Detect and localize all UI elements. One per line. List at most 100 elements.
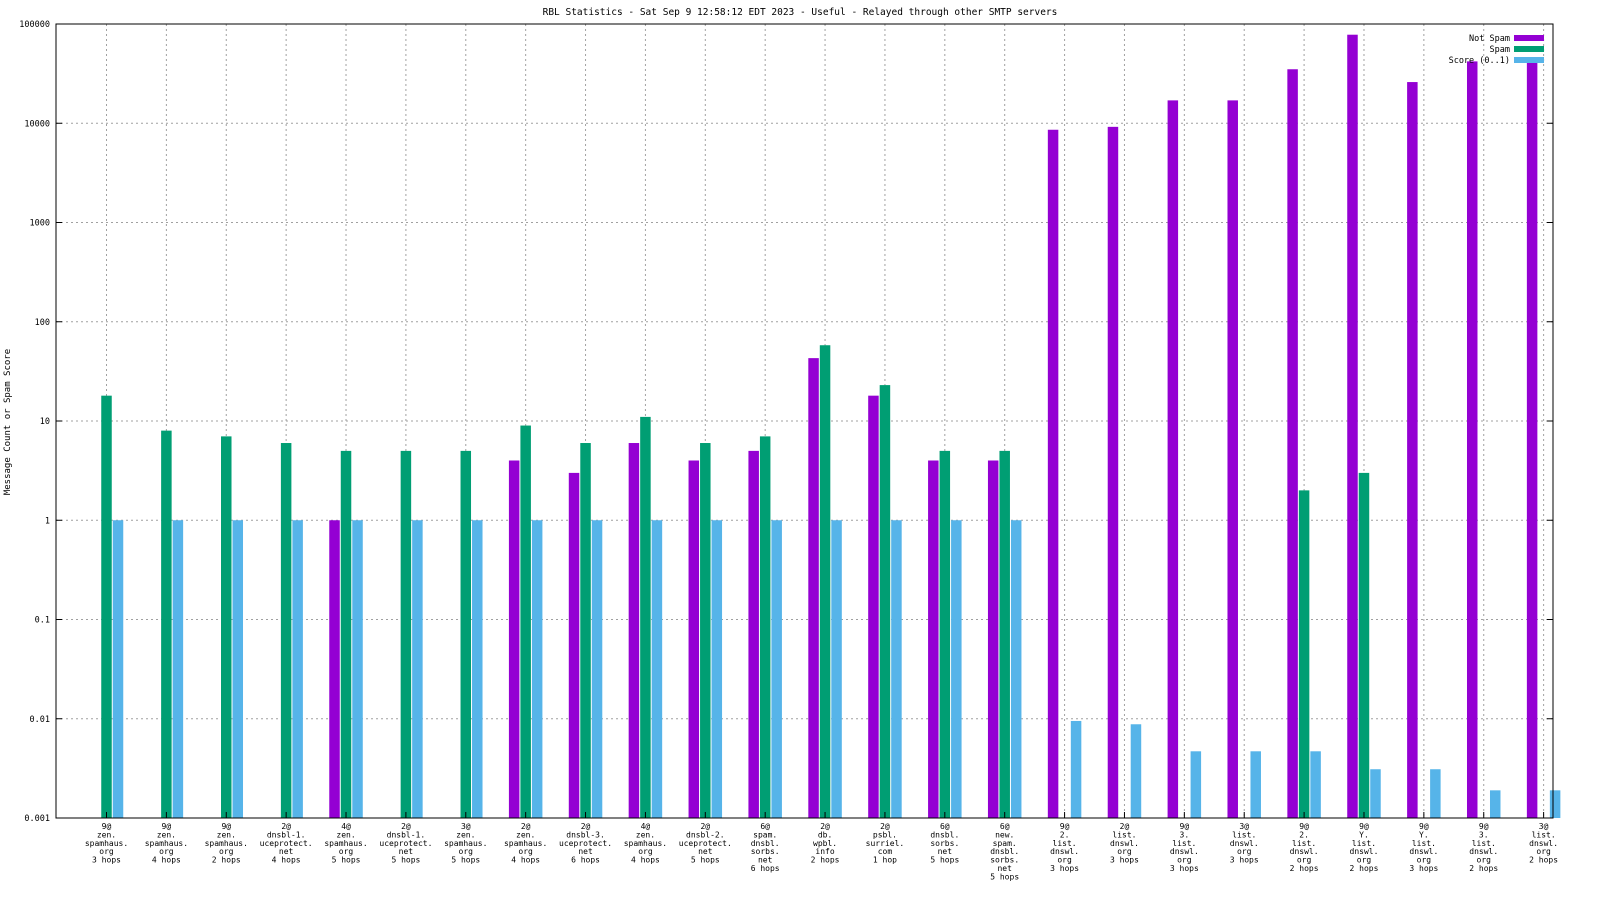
bar-not-spam bbox=[808, 358, 819, 818]
x-tick-label-line: uceprotect. bbox=[559, 839, 612, 848]
x-tick-label-line: uceprotect. bbox=[379, 839, 432, 848]
x-tick-label-line: 4@ bbox=[641, 822, 651, 831]
bar-spam bbox=[700, 443, 711, 818]
bar-spam bbox=[879, 385, 891, 818]
x-tick-label-line: zen. bbox=[636, 830, 655, 839]
bar-score-0-1 bbox=[112, 520, 124, 818]
x-tick-label-line: 6@ bbox=[1000, 822, 1010, 831]
bar-not-spam bbox=[688, 460, 700, 818]
x-tick-label-line: 5 hops bbox=[990, 872, 1019, 881]
x-tick-label-line: 2@ bbox=[820, 822, 830, 831]
bar-spam bbox=[1358, 472, 1370, 818]
x-tick-label-line: com bbox=[878, 847, 893, 856]
x-tick-label-line: 9@ bbox=[1419, 822, 1429, 831]
x-tick-label-line: 6 hops bbox=[751, 864, 780, 873]
y-tick-label: 100 bbox=[35, 318, 50, 328]
legend-label: Not Spam bbox=[1469, 34, 1510, 44]
x-tick-label-line: 2@ bbox=[700, 822, 710, 831]
x-tick-label-line: 6@ bbox=[760, 822, 770, 831]
x-tick-label-line: dnswl. bbox=[1469, 847, 1498, 856]
x-tick-label-line: list. bbox=[1412, 839, 1436, 848]
bar-score-0-1 bbox=[1370, 769, 1381, 818]
bar-spam bbox=[460, 450, 472, 818]
legend-swatch bbox=[1514, 46, 1544, 52]
bar-spam bbox=[280, 443, 292, 818]
x-tick-label-line: 2@ bbox=[880, 822, 890, 831]
x-tick-label-line: spamhaus. bbox=[324, 839, 367, 848]
bar-spam bbox=[1298, 490, 1310, 818]
x-tick-label-line: zen. bbox=[217, 830, 236, 839]
x-tick-label-line: 2 hops bbox=[212, 856, 241, 865]
x-tick-label-line: org bbox=[1297, 856, 1312, 865]
x-tick-label-line: org bbox=[518, 847, 533, 856]
bar-not-spam bbox=[329, 520, 340, 818]
bar-score-0-1 bbox=[891, 520, 902, 818]
x-tick-label-line: uceprotect. bbox=[679, 839, 732, 848]
x-tick-label-line: sorbs. bbox=[751, 847, 780, 856]
x-tick-label-line: 2. bbox=[1060, 830, 1070, 839]
x-tick-label-line: 3. bbox=[1479, 830, 1489, 839]
x-tick-label-line: org bbox=[1237, 847, 1252, 856]
x-tick-label-line: org bbox=[1357, 856, 1372, 865]
x-tick-label-line: 2@ bbox=[1120, 822, 1130, 831]
x-tick-label-line: 9@ bbox=[1299, 822, 1309, 831]
y-tick-label: 10 bbox=[40, 417, 50, 427]
x-tick-label-line: org bbox=[159, 847, 174, 856]
x-tick-label-line: org bbox=[459, 847, 474, 856]
bar-score-0-1 bbox=[472, 520, 483, 818]
bar-score-0-1 bbox=[1250, 751, 1261, 818]
x-tick-label-line: dnswl. bbox=[1409, 847, 1438, 856]
x-tick-label-line: sorbs. bbox=[990, 856, 1019, 865]
x-tick-label-line: dnsbl. bbox=[990, 847, 1019, 856]
y-tick-label: 0.1 bbox=[35, 616, 50, 626]
x-tick-label-line: 3 hops bbox=[1170, 864, 1199, 873]
bar-not-spam bbox=[1227, 100, 1238, 819]
bar-not-spam bbox=[748, 450, 759, 818]
x-tick-label-line: 4 hops bbox=[152, 856, 181, 865]
legend-label: Score (0..1) bbox=[1449, 56, 1510, 66]
x-tick-label-line: spamhaus. bbox=[624, 839, 667, 848]
bar-score-0-1 bbox=[292, 520, 303, 818]
x-tick-label-line: org bbox=[1417, 856, 1432, 865]
x-tick-label-line: 3 hops bbox=[92, 856, 121, 865]
x-tick-label-line: spamhaus. bbox=[205, 839, 248, 848]
bar-not-spam bbox=[868, 395, 879, 818]
x-tick-label-line: Y. bbox=[1359, 830, 1369, 839]
x-tick-label-line: list. bbox=[1532, 830, 1556, 839]
x-tick-label-line: 5 hops bbox=[391, 856, 420, 865]
x-tick-label-line: org bbox=[1477, 856, 1492, 865]
y-axis-label: Message Count or Spam Score bbox=[3, 349, 13, 495]
x-tick-label-line: 9@ bbox=[221, 822, 231, 831]
x-tick-label-line: list. bbox=[1112, 830, 1136, 839]
bars bbox=[101, 34, 1561, 819]
x-tick-label-line: 9@ bbox=[1060, 822, 1070, 831]
x-tick-label-line: 4 hops bbox=[631, 856, 660, 865]
x-tick-label-line: dnswl. bbox=[1050, 847, 1079, 856]
bar-not-spam bbox=[568, 472, 580, 818]
x-tick-label-line: net bbox=[279, 847, 294, 856]
x-tick-label-line: new. bbox=[995, 830, 1014, 839]
y-axis-ticks: 0.001 0.01 0.1 1 10 100 1000 10000 100000 bbox=[19, 20, 1553, 824]
x-tick-label-line: 2@ bbox=[581, 822, 591, 831]
x-tick-label-line: org bbox=[1057, 856, 1072, 865]
bar-not-spam bbox=[1347, 34, 1358, 819]
bar-score-0-1 bbox=[591, 520, 603, 818]
bar-score-0-1 bbox=[232, 520, 244, 818]
x-tick-label-line: 3@ bbox=[1239, 822, 1249, 831]
x-tick-label-line: spam. bbox=[993, 839, 1017, 848]
x-tick-label-line: spamhaus. bbox=[504, 839, 547, 848]
